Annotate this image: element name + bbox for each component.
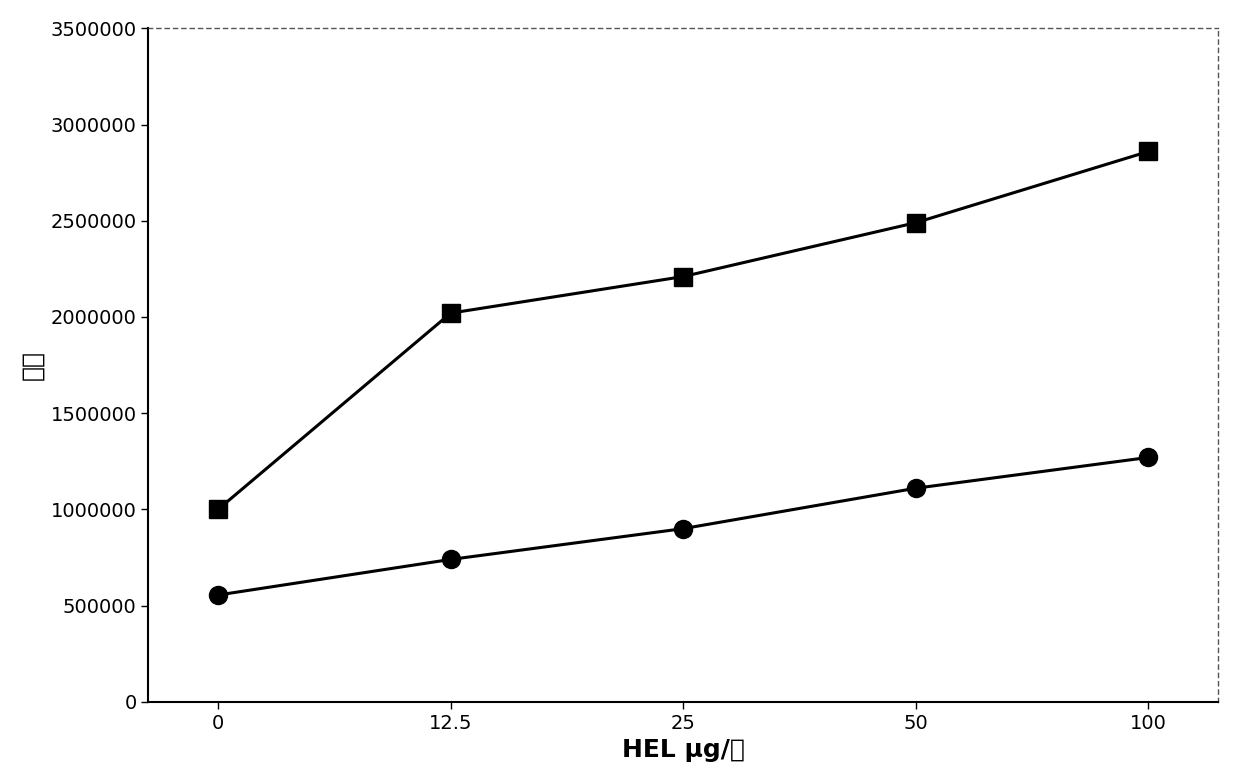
Y-axis label: 增殖: 增殖 (21, 350, 45, 380)
X-axis label: HEL μg/孔: HEL μg/孔 (622, 738, 745, 762)
